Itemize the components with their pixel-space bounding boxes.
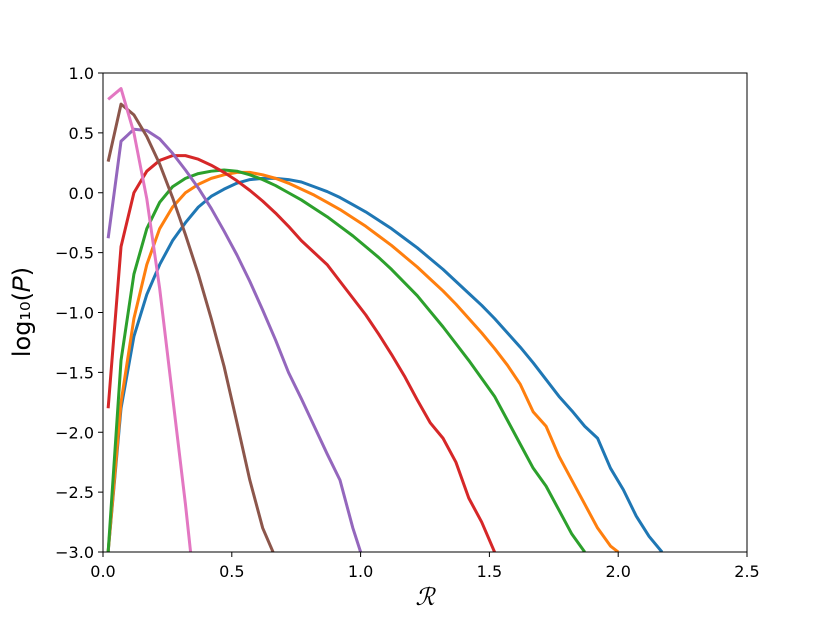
series-line — [106, 168, 586, 552]
x-tick-label: 0.5 — [219, 562, 244, 581]
x-tick-label: 1.0 — [348, 562, 373, 581]
series-line — [106, 102, 275, 552]
y-tick-label: 1.0 — [69, 64, 94, 83]
axes-frame — [102, 72, 748, 553]
y-tick-label: −1.5 — [55, 363, 94, 382]
series-line — [106, 127, 363, 552]
x-tick-label: 2.0 — [605, 562, 630, 581]
y-tick-label: −2.0 — [55, 423, 94, 442]
series-line — [106, 176, 664, 552]
y-tick-label: −1.0 — [55, 304, 94, 323]
series-line — [107, 87, 193, 552]
plot-area — [106, 87, 664, 552]
series-line — [106, 170, 620, 552]
y-tick-label: −3.0 — [55, 543, 94, 562]
x-tick-label: 1.5 — [477, 562, 502, 581]
y-tick-label: 0.0 — [69, 184, 94, 203]
x-tick-label: 0.0 — [90, 562, 115, 581]
x-axis-label: ℛ — [415, 583, 436, 611]
x-tick-label: 2.5 — [734, 562, 759, 581]
y-axis-label: log₁₀(𝑃) — [8, 267, 36, 357]
y-tick-label: −0.5 — [55, 244, 94, 263]
y-tick-label: −2.5 — [55, 483, 94, 502]
y-tick-label: 0.5 — [69, 124, 94, 143]
